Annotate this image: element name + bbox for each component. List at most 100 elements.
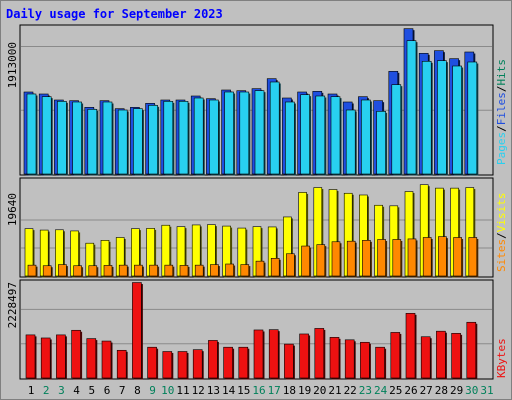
x-axis-labels: 1 2 3 4 5 6 7 8 9 10 11 12 13 14 15 16 17 18 19 20 21 22 23 24 2… xyxy=(28,384,494,397)
files-bar-29 xyxy=(452,65,464,176)
sites-bar-10 xyxy=(164,264,175,278)
files-bar-13 xyxy=(209,99,220,176)
kbytes-bar-13-fill xyxy=(208,340,218,379)
kbytes-bar-30-fill xyxy=(466,321,477,379)
kbytes-bar-8-fill xyxy=(132,282,142,379)
files-bar-20 xyxy=(315,95,327,176)
sites-bar-8-fill xyxy=(134,264,143,277)
files-bar-12-fill xyxy=(193,97,204,175)
sites-bar-29 xyxy=(453,237,464,278)
files-bar-10 xyxy=(163,101,175,176)
x-label-day-14: 14 xyxy=(222,384,236,397)
visits-legend: Sites/Visits xyxy=(495,193,508,273)
sites-bar-7-fill xyxy=(118,264,128,277)
files-bar-24-fill xyxy=(376,111,386,175)
kbytes-bar-18-fill xyxy=(284,343,294,379)
sites-bar-15-fill xyxy=(240,264,250,277)
x-label-day-25: 25 xyxy=(389,384,402,397)
files-bar-26-fill xyxy=(406,40,417,175)
sites-bar-28-fill xyxy=(438,236,447,277)
kbytes-bar-7 xyxy=(116,349,128,380)
files-bar-19 xyxy=(300,94,312,176)
kbytes-bar-5-fill xyxy=(86,338,97,379)
sites-bar-26 xyxy=(407,238,418,278)
files-bar-13-fill xyxy=(209,99,219,175)
sites-bar-4-fill xyxy=(73,265,82,277)
files-bar-21 xyxy=(330,96,342,176)
files-bar-17-fill xyxy=(269,81,280,175)
files-bar-23 xyxy=(361,99,372,176)
sites-bar-17 xyxy=(270,258,281,278)
kbytes-bar-26-fill xyxy=(405,313,416,379)
sites-bar-22 xyxy=(346,240,357,278)
kbytes-bar-20-fill xyxy=(314,328,325,379)
files-bar-6-fill xyxy=(102,101,113,175)
x-label-day-24: 24 xyxy=(374,384,388,397)
sites-bar-4 xyxy=(73,265,84,278)
sites-bar-30 xyxy=(468,237,479,278)
sites-bar-23-fill xyxy=(362,240,371,277)
files-bar-22-fill xyxy=(345,109,356,175)
sites-bar-3 xyxy=(58,264,68,278)
legend-sites: Sites xyxy=(495,239,508,272)
sites-bar-1-fill xyxy=(27,264,37,277)
sites-bar-20-fill xyxy=(316,244,326,277)
kbytes-bar-1-fill xyxy=(25,334,36,379)
kbytes-bar-11-fill xyxy=(177,351,188,379)
sites-bar-2-fill xyxy=(42,265,52,277)
kbytes-bar-12-fill xyxy=(192,349,203,379)
files-bar-15 xyxy=(239,91,251,176)
bars xyxy=(23,28,479,380)
files-bar-3 xyxy=(57,101,68,176)
sites-bar-15 xyxy=(240,264,251,278)
kbytes-bar-27 xyxy=(420,336,432,380)
files-bar-18 xyxy=(285,101,296,176)
kbytes-bar-14-fill xyxy=(223,346,233,379)
kbytes-bar-23 xyxy=(360,341,371,380)
sites-bar-17-fill xyxy=(270,258,280,277)
legend-visits: Visits xyxy=(495,193,508,233)
files-bar-23-fill xyxy=(361,99,371,175)
files-bar-7 xyxy=(117,109,129,176)
files-bar-4 xyxy=(72,101,84,176)
kbytes-bar-7-fill xyxy=(116,349,127,379)
files-bar-3-fill xyxy=(57,101,67,175)
hits-ytick-label: 1913000 xyxy=(6,42,19,88)
sites-bar-14 xyxy=(225,263,236,278)
files-bar-27 xyxy=(421,61,433,176)
sites-bar-12 xyxy=(194,264,205,278)
files-bar-17 xyxy=(269,81,281,176)
sites-bar-25 xyxy=(392,239,403,278)
visits-ytick-label: 19640 xyxy=(6,193,19,226)
sites-bar-5-fill xyxy=(88,265,98,277)
kbytes-bar-3-fill xyxy=(56,334,66,379)
x-label-day-4: 4 xyxy=(73,384,80,397)
kbytes-bar-8 xyxy=(132,282,143,380)
x-label-day-27: 27 xyxy=(420,384,433,397)
sites-bar-1 xyxy=(27,264,38,278)
files-bar-1 xyxy=(26,93,38,176)
sites-bar-18-fill xyxy=(286,253,295,277)
kbytes-bar-15-fill xyxy=(238,346,249,379)
files-bar-18-fill xyxy=(285,101,295,175)
kbytes-bar-29 xyxy=(451,333,463,380)
files-bar-15-fill xyxy=(239,91,250,175)
kbytes-bar-16-fill xyxy=(253,329,264,379)
files-bar-8 xyxy=(133,108,144,176)
sites-bar-24-fill xyxy=(377,239,386,277)
kbytes-bar-17-fill xyxy=(268,329,279,379)
sites-bar-20 xyxy=(316,244,327,278)
files-bar-24 xyxy=(376,111,388,176)
files-bar-28 xyxy=(437,60,448,176)
x-label-day-20: 20 xyxy=(313,384,326,397)
files-bar-11 xyxy=(178,101,190,176)
files-bar-25-fill xyxy=(391,84,402,175)
kbytes-legend: KBytes xyxy=(495,338,508,378)
kbytes-bar-22-fill xyxy=(344,339,355,379)
kbytes-bar-20 xyxy=(314,328,326,380)
kbytes-bar-29-fill xyxy=(451,333,461,379)
kbytes-bar-11 xyxy=(177,351,189,380)
legend-hits: Hits xyxy=(495,59,508,86)
files-bar-30-fill xyxy=(467,61,478,175)
x-label-day-26: 26 xyxy=(404,384,417,397)
